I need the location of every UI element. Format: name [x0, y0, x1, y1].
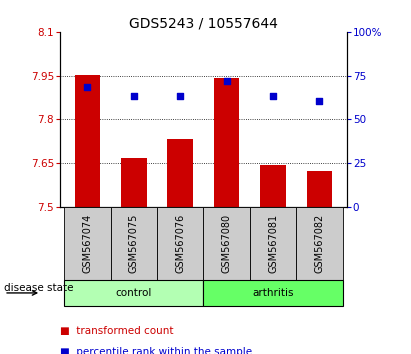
Point	[316, 98, 323, 104]
Point	[131, 93, 137, 98]
Bar	[214, 78, 239, 207]
Bar	[260, 165, 286, 207]
Bar	[203, 207, 250, 280]
Point	[270, 93, 276, 98]
Point	[177, 93, 184, 98]
Title: GDS5243 / 10557644: GDS5243 / 10557644	[129, 17, 278, 31]
Text: control: control	[115, 288, 152, 298]
Text: GSM567080: GSM567080	[222, 214, 232, 273]
Text: GSM567082: GSM567082	[314, 214, 324, 273]
Bar	[307, 171, 332, 207]
Bar	[157, 207, 203, 280]
Text: arthritis: arthritis	[252, 288, 294, 298]
Bar	[111, 207, 157, 280]
Bar	[121, 158, 147, 207]
Text: GSM567075: GSM567075	[129, 214, 139, 273]
Bar	[64, 207, 111, 280]
Bar	[203, 280, 343, 306]
Text: GSM567074: GSM567074	[83, 214, 92, 273]
Text: GSM567081: GSM567081	[268, 214, 278, 273]
Point	[84, 84, 91, 90]
Text: GSM567076: GSM567076	[175, 214, 185, 273]
Bar	[75, 75, 100, 207]
Bar	[168, 139, 193, 207]
Bar	[64, 280, 203, 306]
Text: ■  transformed count: ■ transformed count	[60, 326, 173, 336]
Point	[223, 78, 230, 84]
Bar	[296, 207, 343, 280]
Bar	[250, 207, 296, 280]
Text: ■  percentile rank within the sample: ■ percentile rank within the sample	[60, 347, 252, 354]
Text: disease state: disease state	[4, 283, 74, 293]
